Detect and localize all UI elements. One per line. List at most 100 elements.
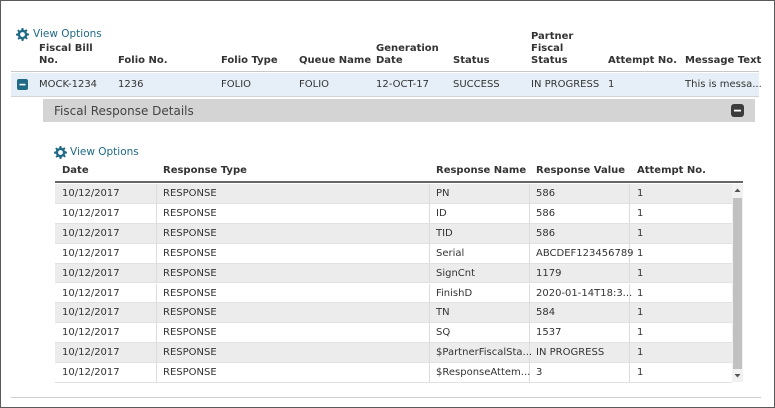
column-header: Status [453,55,490,66]
column-separator [629,203,630,224]
cell: 586 [536,188,556,199]
column-separator [156,323,157,344]
cell: RESPONSE [163,347,217,359]
cell: 10/12/2017 [62,307,120,319]
column-separator [629,223,630,244]
column-separator [156,363,157,383]
collapse-icon[interactable] [731,104,744,117]
cell: 1179 [536,267,562,279]
table-row [55,283,732,304]
table-row [55,184,732,204]
header-divider [11,71,759,72]
table-row [55,223,732,244]
cell: RESPONSE [163,307,217,319]
column-separator [156,203,157,224]
column-separator [429,243,430,264]
cell: 10/12/2017 [62,207,120,219]
column-header: Folio Type [221,55,278,66]
cell: This is messa... [685,79,762,90]
column-header: Date [62,165,89,176]
column-separator [529,263,530,284]
column-separator [156,223,157,244]
cell: RESPONSE [163,227,217,239]
column-separator [529,184,530,204]
cell: 584 [536,307,556,319]
table-row [55,203,732,224]
cell: 1 [637,307,644,319]
column-separator [429,184,430,204]
cell: $PartnerFiscalSta... [436,347,533,359]
cell: 2020-01-14T18:3... [536,287,633,299]
cell: $ResponseAttem... [436,367,531,379]
cell: 10/12/2017 [62,267,120,279]
column-header: Queue Name [299,55,372,66]
column-separator [629,263,630,284]
scroll-down-arrow[interactable] [732,372,743,380]
cell: SUCCESS [453,79,500,90]
cell: 10/12/2017 [62,347,120,359]
table-row [55,343,732,364]
gear-icon[interactable] [54,146,67,159]
cell: Serial [436,247,465,259]
cell: MOCK-1234 [39,79,98,90]
cell: RESPONSE [163,247,217,259]
column-separator [529,223,530,244]
cell: 586 [536,207,556,219]
column-header: Fiscal Bill No. [39,43,93,66]
scroll-up-arrow[interactable] [732,186,743,194]
bottom-divider [11,397,761,398]
gear-icon[interactable] [16,28,29,41]
column-separator [629,303,630,324]
header-divider [55,181,743,183]
column-header: Message Text [685,55,762,66]
cell: RESPONSE [163,327,217,339]
column-header: Partner Fiscal Status [531,31,574,66]
cell: 1 [637,247,644,259]
cell: IN PROGRESS [531,79,600,90]
row-highlight [11,73,759,96]
cell: 1236 [118,79,144,90]
collapse-icon[interactable] [17,79,28,90]
table-row [55,243,732,264]
cell: 1 [637,287,644,299]
column-separator [156,343,157,364]
column-header: Attempt No. [637,165,706,176]
cell: 3 [536,367,543,379]
cell: 10/12/2017 [62,287,120,299]
column-separator [429,363,430,383]
view-options-link[interactable]: View Options [33,28,102,40]
column-separator [529,363,530,383]
column-separator [529,283,530,304]
column-separator [429,203,430,224]
column-separator [156,303,157,324]
row-divider [11,96,759,97]
scrollbar-thumb[interactable] [733,198,742,369]
table-row [55,303,732,324]
cell: 1537 [536,327,562,339]
cell: TN [436,307,450,319]
cell: 1 [637,227,644,239]
column-separator [429,223,430,244]
cell: 1 [637,207,644,219]
table-row [55,263,732,284]
column-separator [629,363,630,383]
cell: RESPONSE [163,287,217,299]
cell: 586 [536,227,556,239]
cell: 1 [637,327,644,339]
cell: 10/12/2017 [62,227,120,239]
section-bar [43,99,755,122]
column-separator [529,323,530,344]
column-separator [629,283,630,304]
cell: FOLIO [299,79,330,90]
cell: ABCDEF123456789 [536,247,634,259]
section-title: Fiscal Response Details [54,104,194,118]
column-separator [429,283,430,304]
cell: FinishD [436,287,473,299]
view-options-link[interactable]: View Options [70,146,139,158]
cell: 1 [637,267,644,279]
column-separator [156,184,157,204]
cell: 1 [637,188,644,199]
table-row [55,363,732,383]
cell: 10/12/2017 [62,247,120,259]
